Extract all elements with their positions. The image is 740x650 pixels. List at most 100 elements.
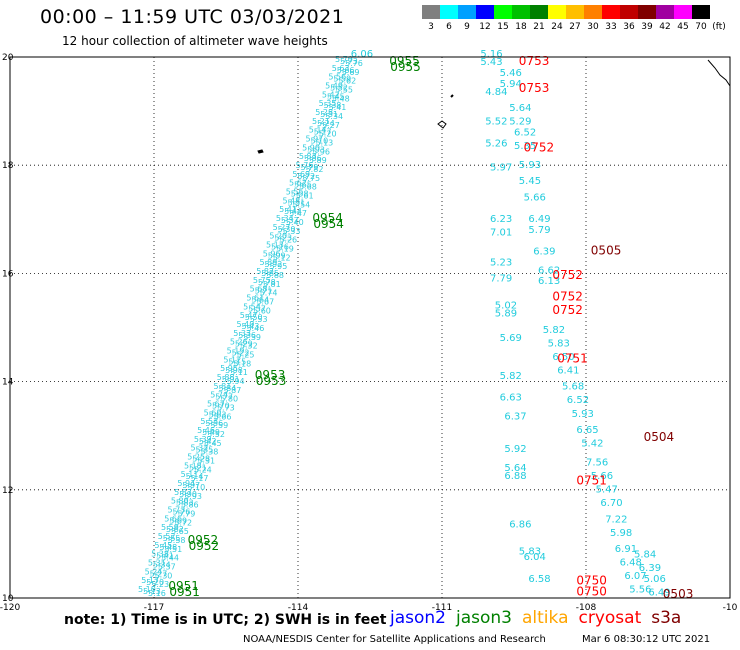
jason3-swh-mark: 5.63 <box>209 410 227 419</box>
jason3-swh-mark: 5.82 <box>306 165 324 174</box>
swh-value: 5.79 <box>528 225 550 236</box>
jason3-swh-mark: 5.40 <box>286 218 304 227</box>
jason3-swh-mark: 5.24 <box>145 567 163 576</box>
legend-swatch <box>458 5 476 19</box>
legend-label: 42 <box>659 22 671 32</box>
swh-value: 5.52 <box>485 117 507 128</box>
jason3-time-echo: 0954 <box>313 217 344 231</box>
swh-value: 6.58 <box>528 574 550 585</box>
satellite-legend: jason2 jason3 altika cryosat s3a <box>390 608 691 628</box>
swh-value: 5.42 <box>581 439 603 450</box>
jason3-swh-mark: 5.94 <box>177 479 195 488</box>
jason3-swh-mark: 5.72 <box>297 172 315 181</box>
jason3-time-echo: 0952 <box>189 539 220 553</box>
swh-value: 5.82 <box>500 371 522 382</box>
swh-value: 5.02 <box>495 301 517 312</box>
legend-swatch <box>692 5 710 19</box>
legend-swatch <box>584 5 602 19</box>
jason3-swh-mark: 5.47 <box>289 209 307 218</box>
jason3-swh-mark: 5.60 <box>253 306 271 315</box>
cryosat-time: 0750 <box>576 584 607 598</box>
jason3-swh-mark: 5.95 <box>220 364 238 373</box>
legend-labels: 3 6 9 12 15 18 21 24 27 30 33 36 39 42 45 70 (ft) <box>422 22 728 32</box>
jason3-swh-mark: 5.71 <box>255 287 273 296</box>
jason3-swh-mark: 5.25 <box>237 351 255 360</box>
x-tick-label: -120 <box>0 603 20 613</box>
jason3-swh-mark: 5.88 <box>266 271 284 280</box>
jason3-swh-mark: 5.26 <box>230 338 248 347</box>
jason3-swh-mark: 5.27 <box>150 569 168 578</box>
jason3-swh-mark: 5.76 <box>296 161 314 170</box>
jason3-swh-mark: 5.94 <box>227 377 245 386</box>
jason3-swh-mark: 5.84 <box>219 384 237 393</box>
jason3-swh-mark: 5.87 <box>174 488 192 497</box>
jason3-swh-mark: 5.10 <box>138 585 156 594</box>
jason3-time-echo: 0951 <box>169 585 200 599</box>
legend-label: 6 <box>446 22 452 32</box>
cryosat-time: 0753 <box>519 81 550 95</box>
page-subtitle: 12 hour collection of altimeter wave hei… <box>62 34 328 48</box>
jason3-swh-mark: 5.11 <box>181 470 199 479</box>
color-legend: 3 6 9 12 15 18 21 24 27 30 33 36 39 42 45 70 (ft) <box>422 5 728 32</box>
jason3-swh-mark: 5.62 <box>289 179 307 188</box>
jason3-swh-mark: 5.31 <box>320 110 338 119</box>
swh-value: 5.64 <box>504 463 526 474</box>
jason3-swh-mark: 5.52 <box>330 84 348 93</box>
jason3-swh-mark: 5.50 <box>245 313 263 322</box>
legend-label: 39 <box>641 22 653 32</box>
jason3-swh-mark: 5.77 <box>215 393 233 402</box>
jason3-swh-mark: 5.65 <box>294 181 312 190</box>
swh-value: 6.63 <box>500 393 522 404</box>
jason3-swh-mark: 5.70 <box>335 55 353 64</box>
jason3-swh-mark: 5.38 <box>151 550 169 559</box>
swh-value: 5.16 <box>480 49 502 60</box>
swh-value: 6.86 <box>509 520 531 531</box>
jason3-swh-mark: 5.19 <box>227 347 245 356</box>
jason3-time: 0952 <box>188 533 219 547</box>
jason3-swh-mark: 5.63 <box>332 64 350 73</box>
legend-label: 33 <box>605 22 617 32</box>
jason3-time-echo: 0953 <box>256 374 287 388</box>
jason3-swh-mark: 5.79 <box>301 163 319 172</box>
jason3-swh-mark: 5.31 <box>197 457 215 466</box>
swh-value: 5.29 <box>509 117 531 128</box>
cryosat-time: 0751 <box>576 473 607 487</box>
legend-swatch <box>422 5 440 19</box>
jason3-swh-mark: 5.42 <box>199 437 217 446</box>
y-tick-label: 14 <box>2 378 14 388</box>
swh-value: 6.88 <box>504 471 526 482</box>
jason3-swh-mark: 5.35 <box>196 446 214 455</box>
jason3-swh-mark: 5.33 <box>283 227 301 236</box>
jason3-swh-mark: 5.45 <box>154 541 172 550</box>
jason3-swh-mark: 5.10 <box>310 137 328 146</box>
generation-timestamp: Mar 6 08:30:12 UTC 2021 <box>582 634 711 645</box>
island-roca-partida <box>450 94 454 98</box>
island-socorro <box>437 120 447 129</box>
jason3-swh-mark: 5.88 <box>217 373 235 382</box>
jason3-swh-mark: 5.86 <box>304 154 322 163</box>
jason3-swh-mark: 5.89 <box>259 258 277 267</box>
jason3-swh-mark: 5.99 <box>268 251 286 260</box>
jason3-swh-mark: 5.44 <box>161 554 179 563</box>
jason3-swh-mark: 5.82 <box>256 267 274 276</box>
jason3-swh-mark: 5.17 <box>191 474 209 483</box>
jason3-swh-mark: 5.40 <box>237 320 255 329</box>
jason3-swh-mark: 5.48 <box>159 543 177 552</box>
jason3-swh-mark: 5.41 <box>156 552 174 561</box>
jason3-swh-mark: 5.64 <box>251 296 269 305</box>
jason3-swh-mark: 5.73 <box>217 404 235 413</box>
jason3-swh-mark: 5.53 <box>250 315 268 324</box>
map-frame <box>9 56 731 599</box>
jason3-swh-mark: 5.72 <box>174 518 192 527</box>
satellite-jason3: jason3 <box>456 608 512 628</box>
swh-value: 6.39 <box>639 563 661 574</box>
jason3-time: 0953 <box>255 368 286 382</box>
legend-label: 21 <box>533 22 545 32</box>
jason3-swh-mark: 5.79 <box>178 510 196 519</box>
swh-value: 6.23 <box>490 214 512 225</box>
jason3-swh-mark: 5.96 <box>263 249 281 258</box>
jason3-swh-mark: 5.56 <box>328 73 346 82</box>
swh-value: 5.69 <box>500 333 522 344</box>
jason3-swh-mark: 5.57 <box>248 304 266 313</box>
